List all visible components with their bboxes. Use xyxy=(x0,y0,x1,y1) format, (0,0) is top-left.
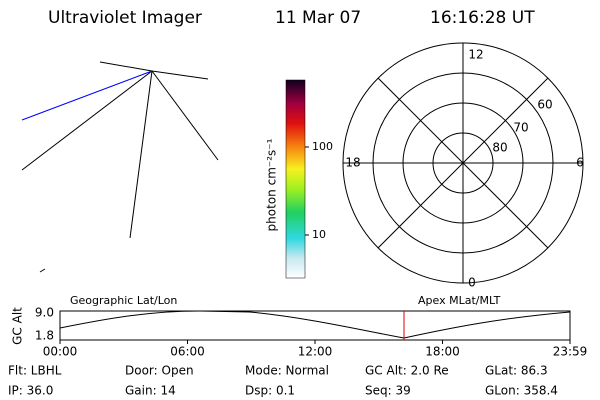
lat-label: 60 xyxy=(537,98,552,112)
lat-label: 70 xyxy=(513,121,528,135)
colorbar-label: photon cm⁻²s⁻¹ xyxy=(265,138,279,231)
mlt-label: 6 xyxy=(576,156,584,170)
orbit-y-label: GC Alt xyxy=(11,307,25,345)
orbit-x-tick-label: 00:00 xyxy=(43,345,78,359)
colorbar xyxy=(285,79,306,279)
info-field: Gain: 14 xyxy=(125,384,176,398)
orbit-y-tick: 9.0 xyxy=(35,306,54,320)
info-field: Mode: Normal xyxy=(245,364,329,378)
info-field: GLat: 86.3 xyxy=(485,364,548,378)
mlt-label: 18 xyxy=(345,156,360,170)
orbit-title: Apex MLat/MLT xyxy=(418,294,501,307)
info-field: Seq: 39 xyxy=(365,384,411,398)
title: Ultraviolet Imager xyxy=(48,8,202,28)
mlt-label: 0 xyxy=(468,276,476,290)
orbit-x-tick-label: 23:59 xyxy=(553,345,588,359)
mlt-label: 12 xyxy=(468,48,483,62)
geo-lines xyxy=(21,61,219,273)
lat-label: 80 xyxy=(492,141,507,155)
track-line xyxy=(21,70,153,121)
orbit-x-tick-label: 18:00 xyxy=(425,345,460,359)
date: 11 Mar 07 xyxy=(275,8,361,28)
colorbar-tick-label: 10 xyxy=(312,228,326,241)
info-field: Door: Open xyxy=(125,364,194,378)
info-field: IP: 36.0 xyxy=(8,384,53,398)
time: 16:16:28 UT xyxy=(430,8,535,28)
orbit-x-tick-label: 06:00 xyxy=(170,345,205,359)
orbit-title: Geographic Lat/Lon xyxy=(70,294,177,307)
orbit-x-tick-label: 12:00 xyxy=(298,345,333,359)
info-field: Flt: LBHL xyxy=(8,364,62,378)
info-field: GC Alt: 2.0 Re xyxy=(365,364,449,378)
orbit-curve xyxy=(59,310,571,339)
info-field: GLon: 358.4 xyxy=(485,384,558,398)
colorbar-tick-label: 100 xyxy=(312,140,333,153)
info-field: Dsp: 0.1 xyxy=(245,384,295,398)
polar-grid xyxy=(342,42,584,284)
orbit-y-tick: 1.8 xyxy=(35,329,54,343)
